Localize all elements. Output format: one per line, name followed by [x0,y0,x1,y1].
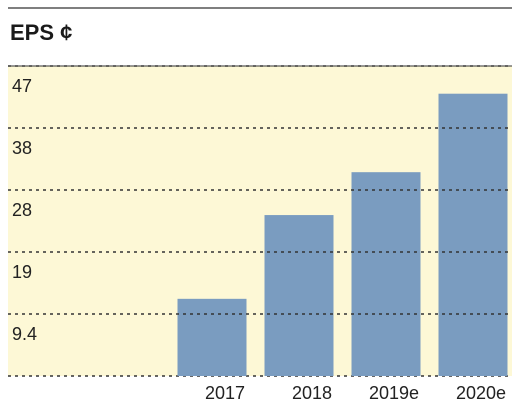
bar [351,172,421,376]
bar [264,215,334,376]
x-tick-label: 2020e [456,383,506,403]
bar [438,93,508,377]
y-tick-label: 28 [12,200,32,220]
x-tick-label: 2018 [292,383,332,403]
x-tick-label: 2017 [205,383,245,403]
y-tick-label: 38 [12,138,32,158]
y-tick-label: 9.4 [12,324,37,344]
chart-title: EPS ¢ [10,20,72,45]
plot-background [8,66,512,376]
x-tick-label: 2019e [369,383,419,403]
y-tick-label: 19 [12,262,32,282]
bar [177,298,247,376]
y-tick-label: 47 [12,76,32,96]
